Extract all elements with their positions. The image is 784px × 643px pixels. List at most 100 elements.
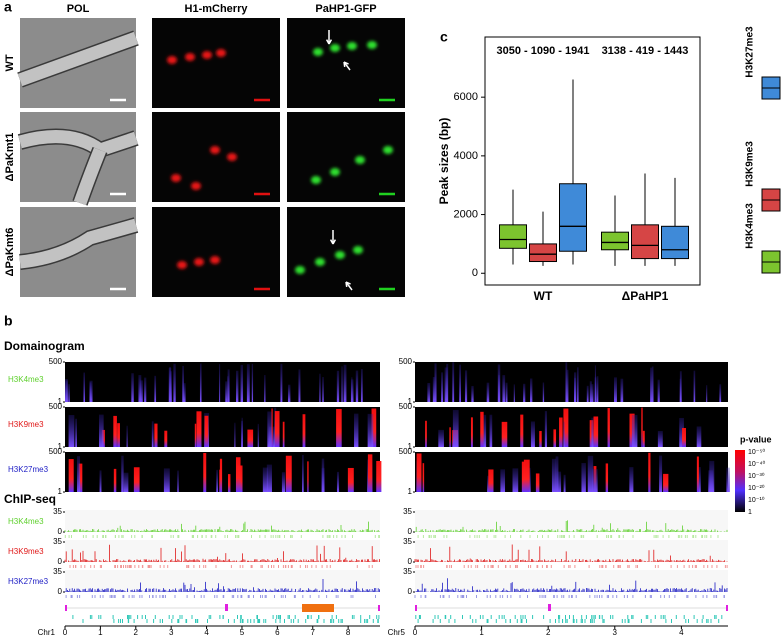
domainogram-streak xyxy=(367,454,373,492)
domainogram-streak xyxy=(151,421,154,447)
domainogram-streak xyxy=(271,408,273,447)
domainogram-streak xyxy=(542,382,545,402)
nucleus xyxy=(185,53,195,61)
domainogram-streak xyxy=(227,474,231,492)
domainogram-streak xyxy=(432,376,436,402)
chipseq-track xyxy=(415,540,728,562)
domainogram-streak xyxy=(523,383,526,402)
domainogram-streak xyxy=(523,459,530,492)
domainogram-streak xyxy=(438,429,444,447)
x-tick-label: ΔPaHP1 xyxy=(622,289,669,303)
chipseq-signal xyxy=(64,579,380,592)
colorbar xyxy=(735,450,745,512)
column-header: POL xyxy=(67,3,90,15)
domainogram-streak xyxy=(535,473,540,492)
domainogram-streak xyxy=(164,430,168,447)
chipseq-signal xyxy=(414,544,728,562)
nucleus xyxy=(315,258,325,266)
domainogram-streak xyxy=(360,369,363,402)
domainogram-streak xyxy=(641,407,643,447)
domainogram-streak xyxy=(336,408,342,447)
y-tick-label: 35 xyxy=(53,537,62,546)
domainogram-streak xyxy=(620,378,624,402)
chipseq-track xyxy=(65,570,380,592)
y-tick-label: 0 xyxy=(58,587,63,596)
y-tick-label: 500 xyxy=(49,357,63,366)
centromere xyxy=(548,604,551,611)
domainogram-streak xyxy=(65,380,68,402)
arrow-head xyxy=(345,281,351,288)
domainogram-streak xyxy=(446,363,449,402)
section-title: ChIP-seq xyxy=(4,492,56,506)
domainogram-streak xyxy=(203,452,207,492)
domainogram-streak xyxy=(89,380,93,402)
x-tick-label: 7 xyxy=(311,628,316,637)
domainogram-streak xyxy=(287,384,291,402)
domainogram-streak xyxy=(488,469,494,492)
nucleus xyxy=(383,146,393,154)
domainogram-streak xyxy=(593,416,599,447)
domainogram-streak xyxy=(650,367,653,402)
nucleus xyxy=(367,41,377,49)
centromere xyxy=(225,604,228,611)
y-tick-label: 1 xyxy=(58,397,63,406)
domainogram-streak xyxy=(539,430,542,447)
hypha xyxy=(17,31,139,87)
domainogram-streak xyxy=(257,423,259,447)
peak-calls xyxy=(414,595,725,598)
nucleus xyxy=(216,49,226,57)
domainogram-streak xyxy=(235,457,241,492)
domainogram-streak xyxy=(486,382,490,402)
y-tick-label: 35 xyxy=(403,567,412,576)
domainogram-streak xyxy=(367,413,374,447)
domainogram-streak xyxy=(470,417,473,447)
domainogram-streak xyxy=(559,417,563,447)
domainogram-track xyxy=(415,452,728,492)
legend-label: H3K4me3 xyxy=(745,203,756,249)
domainogram-streak xyxy=(247,429,254,447)
domainogram-streak xyxy=(696,426,702,447)
nucleus xyxy=(210,256,220,264)
domainogram-streak xyxy=(696,456,699,492)
domainogram-streak xyxy=(280,363,283,402)
y-axis-label: Peak sizes (bp) xyxy=(437,118,451,205)
domainogram-streak xyxy=(422,463,425,492)
domainogram-streak xyxy=(574,377,577,402)
colorbar-label: 10⁻¹⁰ xyxy=(748,496,765,504)
domainogram-streak xyxy=(350,379,354,402)
x-tick-label: 4 xyxy=(204,628,209,637)
centromere xyxy=(65,605,67,611)
domainogram-streak xyxy=(138,375,142,402)
chromosome-label: Chr1 xyxy=(38,628,56,637)
domainogram-streak xyxy=(282,421,285,447)
chromosome-label: Chr5 xyxy=(388,628,406,637)
domainogram-track xyxy=(415,362,728,402)
domainogram-streak xyxy=(169,366,171,402)
domainogram-streak xyxy=(274,411,280,447)
nucleus xyxy=(167,56,177,64)
domainogram-streak xyxy=(173,363,176,402)
chipseq-track xyxy=(65,510,380,532)
domainogram-streak xyxy=(83,372,86,402)
nucleus xyxy=(210,146,220,154)
domainogram-streak xyxy=(452,362,455,402)
domainogram-streak xyxy=(113,468,117,492)
y-tick-label: 1 xyxy=(58,487,63,496)
domainogram-streak xyxy=(68,414,75,447)
domainogram-track xyxy=(65,452,380,492)
chipseq-signal xyxy=(64,544,380,562)
domainogram-streak xyxy=(99,414,104,447)
y-tick-label: 0 xyxy=(408,557,413,566)
domainogram-streak xyxy=(68,459,74,492)
box xyxy=(661,225,689,260)
panel-label: b xyxy=(4,313,13,329)
domainogram-streak xyxy=(497,364,501,402)
domainogram-streak xyxy=(219,458,223,492)
domainogram-streak xyxy=(321,468,325,492)
domainogram-streak xyxy=(154,375,157,402)
domainogram-streak xyxy=(565,362,568,402)
legend-label: H3K9me3 xyxy=(745,141,756,187)
chipseq-signal xyxy=(414,520,728,532)
centromere xyxy=(726,605,728,611)
